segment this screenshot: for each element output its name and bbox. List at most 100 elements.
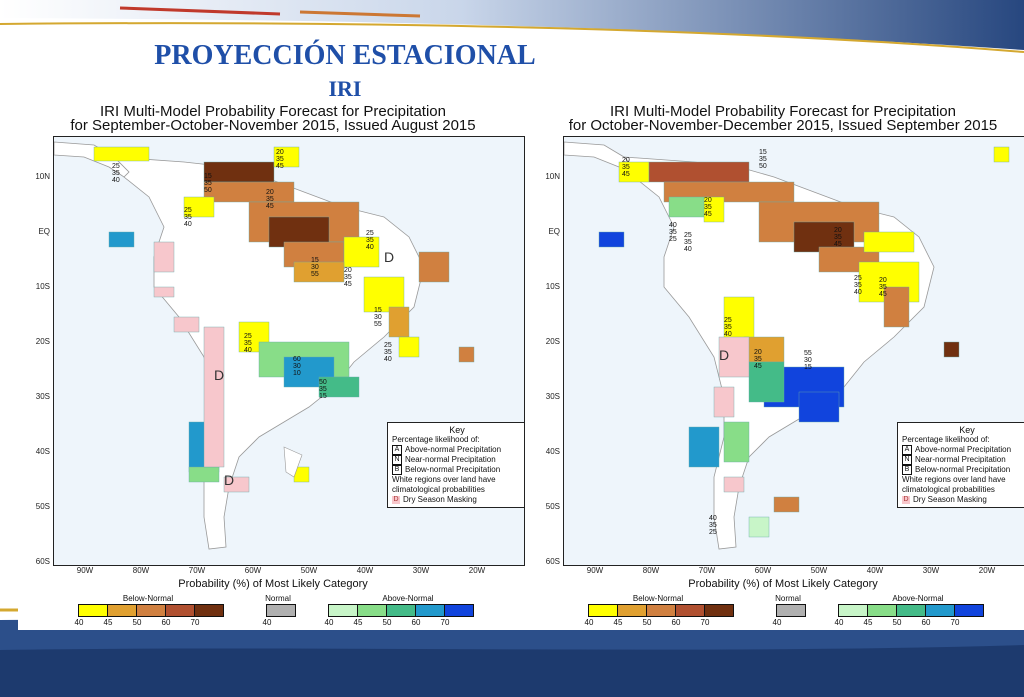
key-item-near: N Near-normal Precipitation: [902, 455, 1024, 465]
forecast-cell: [223, 476, 250, 493]
legend-above-label: Above-Normal: [382, 594, 434, 603]
legend-tick: 60: [411, 618, 421, 627]
map-title-line2: for October-November-December 2015, Issu…: [568, 117, 998, 134]
forecast-cell: [748, 516, 770, 538]
key-text: Above-normal Precipitation: [405, 445, 502, 454]
slide-subtitle: IRI: [328, 76, 362, 101]
forecast-cell: [173, 316, 200, 333]
probability-stack: 25 35 40: [366, 230, 374, 251]
probability-legend: Probability (%) of Most Likely Category …: [18, 578, 528, 630]
forecast-cell: [723, 421, 750, 463]
key-code: A: [392, 445, 402, 455]
key-title: Key: [959, 425, 975, 435]
legend-tick: 45: [863, 618, 873, 627]
probability-stack: 55 30 15: [804, 350, 812, 371]
key-text: Below-normal Precipitation: [405, 465, 501, 474]
lat-label: EQ: [548, 227, 560, 236]
legend-normal-bar: [776, 604, 806, 617]
dry-season-marker: D: [224, 472, 235, 488]
legend-tick: 60: [921, 618, 931, 627]
legend-tick: 40: [584, 618, 594, 627]
key-code: B: [902, 465, 912, 475]
lon-label: 40W: [866, 566, 884, 575]
forecast-cell: [703, 196, 725, 223]
forecast-cell: [388, 306, 410, 338]
lon-label: 70W: [188, 566, 206, 575]
key-note-1: White regions over land have: [392, 475, 496, 484]
map-graphic: [54, 141, 475, 550]
key-code: N: [392, 455, 402, 465]
key-item-near: N Near-normal Precipitation: [392, 455, 522, 465]
lat-label: 60S: [545, 557, 560, 566]
map-title-line1: IRI Multi-Model Probability Forecast for…: [610, 103, 956, 120]
forecast-cell: [993, 146, 1010, 163]
lat-label: 40S: [35, 447, 50, 456]
legend-tick: 40: [834, 618, 844, 627]
map-key: Key Percentage likelihood of: A Above-nor…: [897, 422, 1024, 508]
legend-tick: 45: [103, 618, 113, 627]
lat-label: 20S: [35, 337, 50, 346]
forecast-cell: [598, 231, 625, 248]
dry-text: Dry Season Masking: [913, 495, 987, 504]
forecast-cell: [273, 146, 300, 168]
legend-tick: 50: [892, 618, 902, 627]
forecast-map: 20 35 45 15 35 50 20 35 45 25 35 40 40 35 25 20 35 45 25 35…: [563, 136, 1024, 566]
lon-label: 50W: [810, 566, 828, 575]
legend-tick: 45: [613, 618, 623, 627]
key-subtitle: Percentage likelihood of:: [392, 435, 480, 444]
legend-title: Probability (%) of Most Likely Category: [178, 578, 368, 590]
legend-swatch: [108, 605, 137, 616]
key-code: A: [902, 445, 912, 455]
legend-swatch: [166, 605, 195, 616]
lat-label: 10N: [545, 172, 560, 181]
legend-tick: 40: [262, 618, 272, 627]
legend-swatch: [839, 605, 868, 616]
key-code: N: [902, 455, 912, 465]
legend-swatch: [705, 605, 733, 616]
key-note-1: White regions over land have: [902, 475, 1006, 484]
forecast-cell: [203, 326, 225, 468]
legend-swatch: [777, 605, 805, 616]
forecast-cell: [773, 496, 800, 513]
probability-stack: 20 35 45: [704, 197, 712, 218]
dry-season-marker: D: [719, 347, 730, 363]
falkland-islands: [283, 446, 303, 478]
dry-code: D: [392, 496, 400, 504]
lat-label: 10S: [35, 282, 50, 291]
forecast-cell: [153, 286, 175, 298]
key-code: B: [392, 465, 402, 475]
dry-season-marker: D: [214, 367, 225, 383]
probability-stack: 25 35 40: [112, 163, 120, 184]
probability-stack: 20 35 45: [276, 149, 284, 170]
legend-swatch: [137, 605, 166, 616]
legend-swatch: [79, 605, 108, 616]
probability-stack: 20 35 45: [754, 349, 762, 370]
legend-swatch: [267, 605, 295, 616]
map-title-line1: IRI Multi-Model Probability Forecast for…: [100, 103, 446, 120]
lat-label: 50S: [35, 502, 50, 511]
legend-tick: 70: [440, 618, 450, 627]
probability-stack: 15 35 50: [759, 149, 767, 170]
legend-swatch: [329, 605, 358, 616]
forecast-cell: [648, 161, 750, 183]
probability-stack: 25 35 40: [184, 207, 192, 228]
key-dry-mask: D Dry Season Masking: [902, 495, 1024, 505]
forecast-cells: [93, 146, 475, 493]
lat-label: 20S: [545, 337, 560, 346]
lon-label: 40W: [356, 566, 374, 575]
key-note-2: climatological probabilities: [392, 485, 485, 494]
legend-swatch: [416, 605, 445, 616]
legend-below-bar: [588, 604, 734, 617]
legend-above-bar: [838, 604, 984, 617]
legend-swatch: [618, 605, 647, 616]
legend-normal-label: Normal: [265, 594, 291, 603]
lon-label: 30W: [412, 566, 430, 575]
legend-swatch: [926, 605, 955, 616]
dry-season-marker: D: [384, 249, 395, 265]
probability-stack: 20 35 45: [266, 189, 274, 210]
legend-above-label: Above-Normal: [892, 594, 944, 603]
forecast-map-panel-ond: IRI Multi-Model Probability Forecast for…: [528, 100, 1024, 630]
probability-stack: 20 35 45: [834, 227, 842, 248]
forecast-cell: [798, 391, 840, 423]
legend-swatch: [195, 605, 223, 616]
